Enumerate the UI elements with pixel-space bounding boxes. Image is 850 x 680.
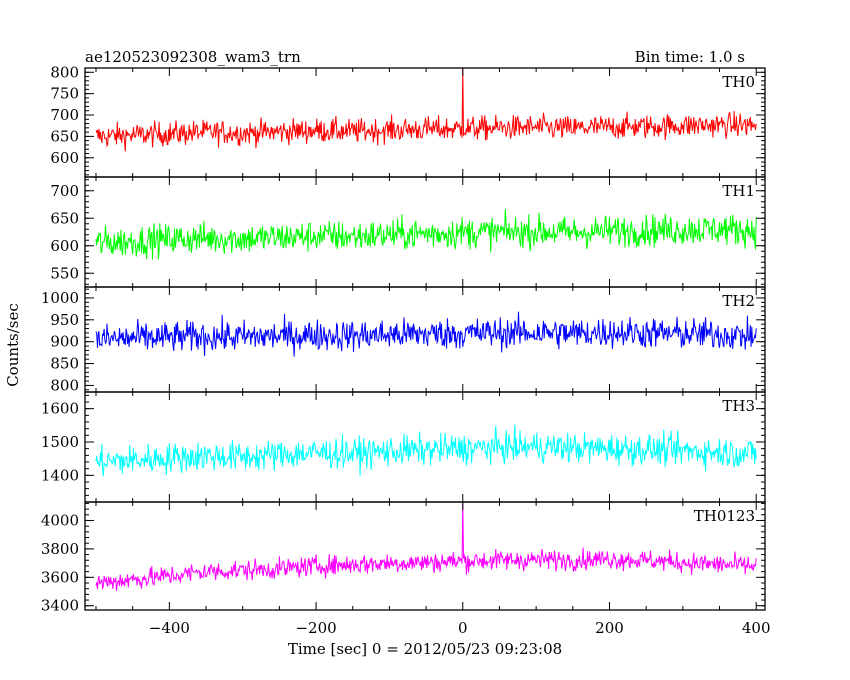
y-tick-label: 650 — [50, 127, 79, 145]
panel-th1: 550 600 650 700 TH1 — [50, 176, 766, 288]
panel-th0: 600 650 700 750 800 TH0 — [50, 63, 766, 178]
y-tick-label: 4000 — [41, 511, 79, 529]
series-line-th0123 — [95, 502, 757, 591]
x-tick-label: −200 — [295, 619, 336, 637]
series-line-th3 — [95, 424, 757, 477]
panel-label: TH0123 — [694, 507, 755, 525]
y-tick-label: 3600 — [41, 568, 79, 586]
panel-th2: 800 850 900 950 1000 TH2 — [41, 286, 766, 394]
panel-label: TH0 — [722, 73, 755, 91]
x-tick-label: 200 — [595, 619, 624, 637]
bin-time-label: Bin time: 1.0 s — [635, 48, 745, 66]
y-tick-label: 750 — [50, 85, 79, 103]
panel-th0123: 3400 3600 3800 4000 TH0123 — [41, 501, 766, 615]
y-tick-label: 600 — [50, 149, 79, 167]
y-tick-label: 950 — [50, 311, 79, 329]
y-tick-label: 1500 — [41, 433, 79, 451]
y-tick-label: 1400 — [41, 466, 79, 484]
y-tick-label: 900 — [50, 333, 79, 351]
y-tick-label: 650 — [50, 209, 79, 227]
y-tick-label: 800 — [50, 376, 79, 394]
y-tick-label: 600 — [50, 237, 79, 255]
x-axis-label: Time [sec] 0 = 2012/05/23 09:23:08 — [288, 640, 562, 658]
series-line-th2 — [95, 311, 757, 357]
chart-title: ae120523092308_wam3_trn — [85, 48, 301, 66]
x-tick-label: 400 — [742, 619, 771, 637]
series-line-th0 — [95, 68, 757, 152]
y-axis-label: Counts/sec — [4, 303, 22, 387]
y-tick-label: 850 — [50, 355, 79, 373]
panel-label: TH3 — [722, 397, 755, 415]
y-tick-label: 3800 — [41, 540, 79, 558]
panel-th3: 1400 1500 1600 TH3 — [41, 391, 766, 503]
panel-label: TH2 — [722, 292, 755, 310]
panel-label: TH1 — [722, 182, 755, 200]
y-tick-label: 800 — [50, 63, 79, 81]
y-tick-label: 550 — [50, 264, 79, 282]
panel-stack: 600 650 700 750 800 TH0 550 600 650 700 TH1 800 850 9… — [41, 63, 766, 615]
x-tick-label: 0 — [458, 619, 468, 637]
y-tick-label: 700 — [50, 182, 79, 200]
y-tick-label: 1600 — [41, 400, 79, 418]
y-tick-label: 1000 — [41, 289, 79, 307]
x-tick-label: −400 — [149, 619, 190, 637]
y-tick-label: 3400 — [41, 597, 79, 615]
x-axis: −400 −200 0 200 400 — [149, 619, 771, 637]
series-line-th1 — [95, 209, 757, 260]
panel-frame — [84, 286, 766, 393]
panel-frame — [84, 501, 766, 611]
y-tick-label: 700 — [50, 106, 79, 124]
